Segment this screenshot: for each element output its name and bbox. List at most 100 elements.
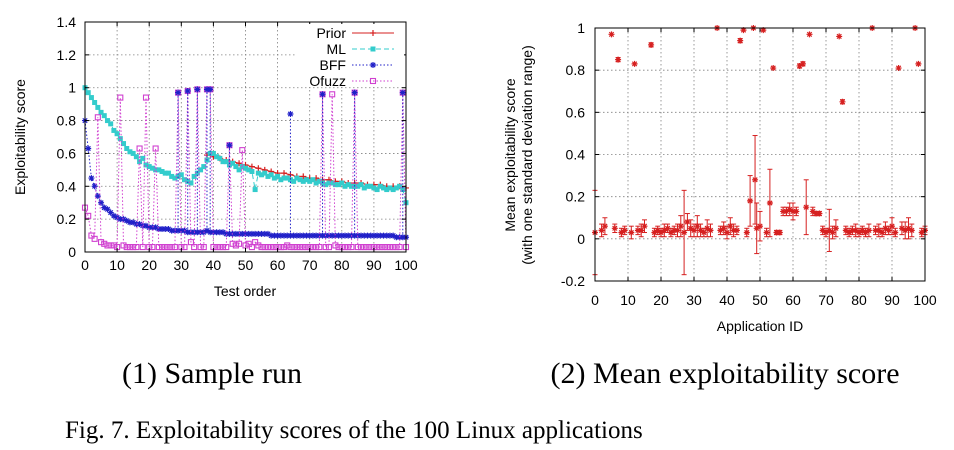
- app-point-marker: [770, 65, 777, 72]
- app-point: [615, 56, 622, 63]
- app-point: [836, 33, 843, 40]
- series-ofuzz-point: [313, 244, 320, 251]
- series-ml-point: [104, 118, 110, 124]
- app-point-marker: [707, 227, 714, 234]
- series-bff-point: [268, 232, 275, 239]
- series-ofuzz-point: [261, 244, 268, 251]
- series-prior-point: [248, 163, 255, 170]
- series-bff-point: [361, 232, 368, 239]
- series-bff-point: [329, 232, 336, 239]
- app-point: [902, 221, 909, 240]
- app-point: [915, 60, 922, 67]
- app-point-marker: [842, 227, 849, 234]
- series-ofuzz-line: [84, 88, 407, 249]
- chart1-xlabel: Test order: [214, 283, 277, 299]
- series-bff-point: [98, 199, 105, 206]
- series-ml-point: [291, 178, 297, 184]
- chart1-y-tick-label: 0.8: [57, 113, 77, 129]
- series-ml-point: [387, 185, 393, 191]
- series-ml-point: [92, 100, 98, 105]
- app-point: [786, 202, 793, 217]
- series-ml-point: [236, 167, 242, 173]
- series-ofuzz-point: [264, 244, 272, 251]
- series-ofuzz-point: [354, 244, 361, 251]
- series-bff-point: [223, 230, 230, 237]
- app-point: [747, 175, 754, 227]
- series-ofuzz-point: [303, 244, 310, 251]
- series-ml-point: [114, 131, 120, 137]
- series-ml-point: [210, 150, 216, 156]
- series-ml-point: [323, 182, 329, 188]
- series-bff-point: [258, 230, 265, 237]
- app-point-marker: [856, 229, 862, 236]
- series-ml-point: [381, 185, 387, 191]
- app-point-marker: [724, 229, 730, 236]
- series-bff-point: [120, 216, 127, 223]
- series-ml-point: [355, 183, 361, 189]
- chart2-y-tick-label: 0.6: [566, 104, 586, 120]
- series-ofuzz-point: [358, 244, 365, 251]
- series-ml-point: [178, 172, 184, 178]
- series-bff-point: [126, 219, 133, 226]
- series-bff-point: [203, 227, 210, 234]
- series-bff-point: [332, 232, 339, 239]
- series-ml-point: [371, 185, 377, 191]
- app-point-marker: [615, 56, 622, 63]
- series-bff-point: [85, 145, 92, 152]
- chart2-x-tick-label: 100: [913, 292, 937, 308]
- series-bff-point: [354, 232, 361, 239]
- app-point-marker: [658, 229, 664, 236]
- series-bff-point: [242, 230, 249, 237]
- app-point: [806, 31, 813, 38]
- series-ofuzz-point: [107, 242, 114, 249]
- app-point: [694, 215, 701, 238]
- series-ofuzz-point: [213, 244, 220, 251]
- app-point-marker: [915, 60, 922, 67]
- app-point-marker: [664, 225, 671, 232]
- series-bff-point: [370, 232, 377, 239]
- app-point: [740, 27, 747, 34]
- series-bff-point: [207, 229, 214, 236]
- app-point-marker: [862, 229, 869, 236]
- app-point-marker: [813, 210, 820, 217]
- series-ml-point: [297, 177, 303, 183]
- app-point-marker: [865, 227, 872, 234]
- series-bff-point: [184, 229, 191, 236]
- app-point-marker: [631, 60, 638, 67]
- series-ofuzz-point: [85, 212, 92, 219]
- chart2-y-tick-label: 0.2: [566, 189, 586, 205]
- chart1-x-tick-label: 50: [238, 257, 254, 273]
- series-ofuzz-point: [181, 244, 188, 251]
- app-point-marker: [717, 227, 724, 234]
- chart2-x-tick-label: 40: [719, 292, 735, 308]
- series-ofuzz-point: [171, 244, 178, 251]
- series-ofuzz-point: [268, 244, 275, 251]
- series-bff-point: [152, 224, 159, 231]
- app-point-marker: [598, 227, 605, 234]
- series-ml-point: [175, 173, 181, 179]
- app-point: [743, 227, 750, 238]
- series-ml-point: [345, 182, 351, 188]
- app-point-marker: [879, 229, 886, 236]
- series-bff-point: [271, 232, 278, 239]
- series-ml-point: [259, 172, 265, 178]
- series-ofuzz-point: [361, 244, 368, 251]
- app-point-marker: [836, 33, 843, 40]
- series-bff-point: [309, 232, 316, 239]
- app-point: [691, 223, 697, 238]
- series-ofuzz-point: [236, 240, 243, 247]
- app-point-marker: [694, 223, 701, 230]
- app-point: [816, 210, 823, 217]
- series-bff-point: [133, 221, 140, 228]
- series-bff-point: [236, 230, 243, 237]
- app-point: [885, 225, 892, 236]
- series-ofuzz-point: [123, 244, 130, 251]
- series-ml-point: [162, 170, 168, 176]
- series-ml-point: [393, 185, 399, 191]
- series-bff-point: [380, 232, 387, 239]
- series-ml-point: [233, 164, 239, 170]
- series-ml-point: [117, 136, 123, 142]
- chart1-y-tick-label: 1.2: [57, 47, 77, 63]
- series-bff-point: [264, 230, 271, 237]
- app-point-marker: [720, 225, 727, 232]
